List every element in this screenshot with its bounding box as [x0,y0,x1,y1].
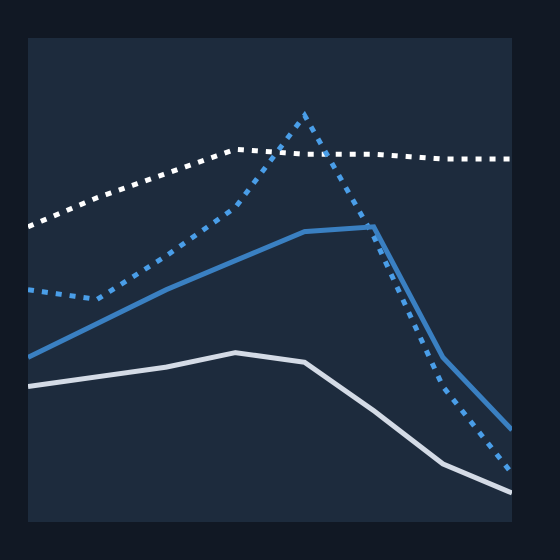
series-line-1 [28,146,512,230]
line-chart [28,110,512,496]
plot-area [28,38,512,522]
series-line-3 [28,224,512,432]
series-line-4 [28,350,512,496]
series-line-2 [28,110,512,476]
